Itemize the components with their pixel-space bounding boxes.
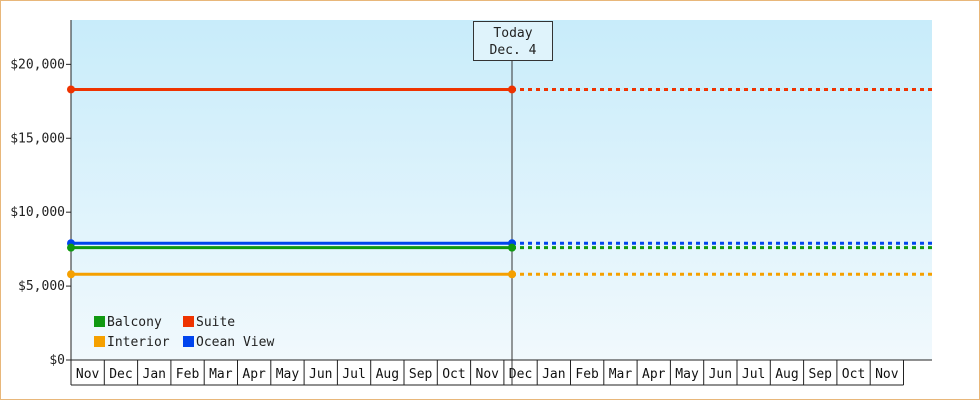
month-label-1: Dec [109, 367, 132, 382]
month-label-18: May [675, 367, 699, 382]
legend-swatch-interior [94, 336, 105, 347]
legend-swatch-balcony [94, 316, 105, 327]
today-label: Today [493, 26, 533, 41]
y-tick-label-0: $0 [49, 353, 65, 368]
month-label-22: Sep [809, 367, 833, 382]
month-label-12: Nov [476, 367, 500, 382]
month-label-5: Apr [242, 367, 266, 382]
month-label-24: Nov [875, 367, 899, 382]
y-tick-label-4: $20,000 [10, 57, 65, 72]
month-label-20: Jul [742, 367, 765, 382]
month-label-14: Jan [542, 367, 565, 382]
today-date: Dec. 4 [489, 43, 537, 58]
series-point-today-balcony [508, 243, 516, 252]
month-label-6: May [276, 367, 300, 382]
month-label-10: Sep [409, 367, 433, 382]
month-label-2: Jan [143, 367, 166, 382]
legend-label-ocean-view: Ocean View [196, 335, 274, 350]
month-label-7: Jun [309, 367, 332, 382]
legend-label-interior: Interior [107, 335, 170, 350]
month-label-11: Oct [442, 367, 465, 382]
month-label-16: Mar [609, 367, 633, 382]
y-tick-label-1: $5,000 [18, 279, 65, 294]
series-point-today-suite [508, 85, 516, 94]
month-label-3: Feb [176, 367, 200, 382]
month-label-17: Apr [642, 367, 666, 382]
month-label-9: Aug [376, 367, 399, 382]
month-label-19: Jun [709, 367, 732, 382]
month-label-8: Jul [342, 367, 365, 382]
today-marker-box: Today Dec. 4 [473, 21, 553, 61]
legend-swatch-suite [183, 316, 194, 327]
series-point-today-interior [508, 270, 516, 279]
legend-swatch-ocean-view [183, 336, 194, 347]
legend-label-balcony: Balcony [107, 315, 162, 330]
month-label-23: Oct [842, 367, 865, 382]
series-point-start-interior [67, 270, 75, 279]
month-label-0: Nov [76, 367, 100, 382]
month-label-21: Aug [775, 367, 798, 382]
month-label-15: Feb [575, 367, 599, 382]
y-tick-label-3: $15,000 [10, 131, 65, 146]
month-label-4: Mar [209, 367, 233, 382]
series-point-start-balcony [67, 243, 75, 252]
month-label-13: Dec [509, 367, 532, 382]
y-tick-label-2: $10,000 [10, 205, 65, 220]
legend-label-suite: Suite [196, 315, 235, 330]
series-point-start-suite [67, 85, 75, 94]
plot-background [71, 20, 932, 360]
